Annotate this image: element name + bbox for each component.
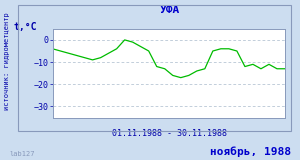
Text: источник: гидрометцентр: источник: гидрометцентр: [4, 12, 10, 110]
Text: 01.11.1988 - 30.11.1988: 01.11.1988 - 30.11.1988: [112, 129, 227, 138]
Text: lab127: lab127: [9, 151, 34, 157]
Text: ноябрь, 1988: ноябрь, 1988: [210, 146, 291, 157]
Text: УФА: УФА: [159, 5, 180, 15]
Text: t,°C: t,°C: [14, 22, 37, 32]
